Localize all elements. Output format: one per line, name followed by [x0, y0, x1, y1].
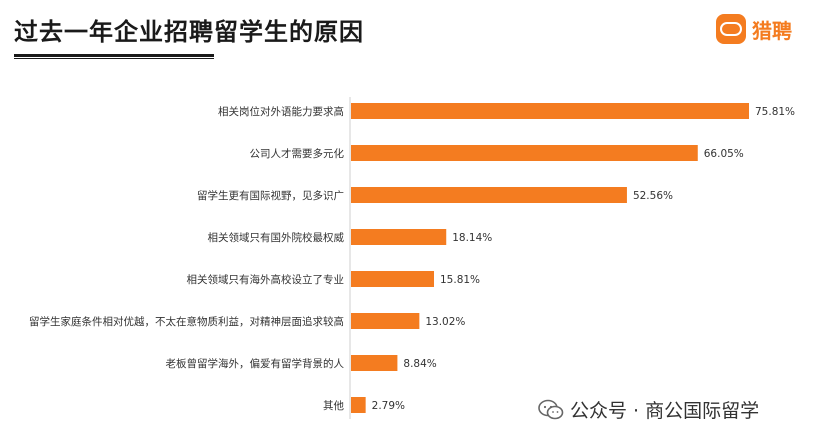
- data-label: 15.81%: [440, 274, 480, 286]
- watermark: 公众号 · 商公国际留学: [538, 396, 759, 423]
- title-underline-thin: [14, 58, 214, 59]
- bar: [351, 271, 435, 287]
- bar: [351, 187, 627, 203]
- category-label: 留学生家庭条件相对优越，不太在意物质利益，对精神层面追求较高: [29, 315, 344, 328]
- category-label: 老板曾留学海外，偏爱有留学背景的人: [166, 357, 345, 370]
- bar: [351, 355, 398, 371]
- category-label: 相关领域只有国外院校最权威: [208, 231, 345, 244]
- category-label: 相关领域只有海外高校设立了专业: [187, 273, 345, 286]
- bar: [351, 313, 420, 329]
- brand-logo: 猎聘: [716, 14, 792, 44]
- brand-logo-icon: [716, 14, 746, 44]
- data-label: 2.79%: [372, 400, 405, 412]
- watermark-text: 公众号 · 商公国际留学: [570, 400, 760, 422]
- data-label: 75.81%: [755, 106, 795, 118]
- category-label: 其他: [323, 399, 344, 412]
- data-label: 8.84%: [403, 358, 436, 370]
- category-label: 公司人才需要多元化: [250, 147, 345, 160]
- bar: [351, 145, 698, 161]
- bar: [351, 103, 750, 119]
- data-label: 66.05%: [704, 148, 744, 160]
- wechat-icon: [538, 399, 564, 419]
- brand-logo-text: 猎聘: [752, 18, 792, 43]
- page-title: 过去一年企业招聘留学生的原因: [14, 18, 364, 46]
- category-label: 留学生更有国际视野，见多识广: [197, 189, 344, 202]
- data-label: 52.56%: [633, 190, 673, 202]
- title-underline: [14, 54, 214, 57]
- bar: [351, 397, 366, 413]
- bar: [351, 229, 447, 245]
- data-label: 13.02%: [425, 316, 465, 328]
- category-label: 相关岗位对外语能力要求高: [218, 105, 344, 118]
- data-label: 18.14%: [452, 232, 492, 244]
